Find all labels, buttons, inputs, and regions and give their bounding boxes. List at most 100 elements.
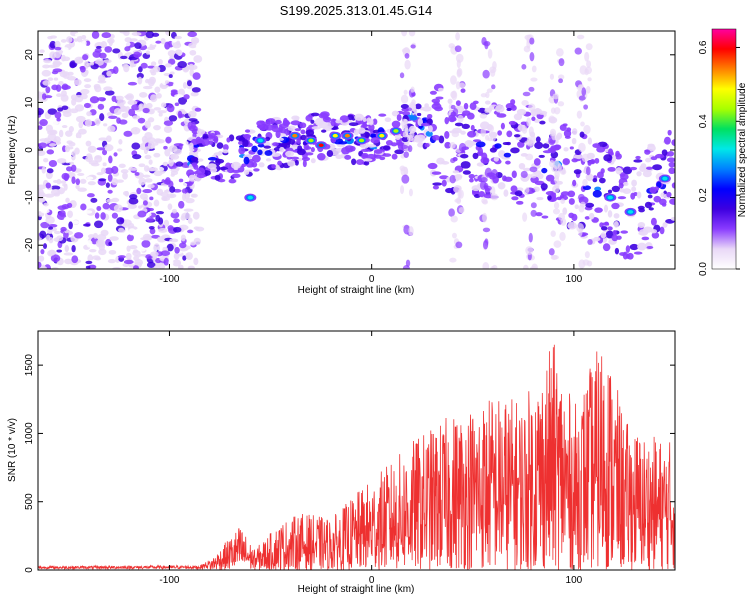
heatmap-cell (186, 80, 192, 87)
spectrogram-ylabel: Frequency (Hz) (7, 116, 18, 185)
heatmap-cell (347, 114, 354, 121)
heatmap-cell (53, 230, 61, 235)
heatmap-cell (42, 243, 48, 249)
heatmap-cell (170, 89, 178, 93)
heatmap-cell (82, 210, 93, 214)
heatmap-cell (142, 85, 153, 90)
heatmap-cell (457, 189, 462, 199)
heatmap-cell (403, 151, 409, 158)
heatmap-cell (84, 119, 93, 127)
heatmap-cell (94, 118, 101, 125)
heatmap-cell (506, 107, 512, 112)
heatmap-cell (98, 178, 107, 182)
heatmap-cell (588, 212, 595, 220)
heatmap-cell (100, 212, 106, 220)
heatmap-cell (614, 247, 620, 255)
heatmap-cell (106, 198, 114, 203)
heatmap-cell (411, 137, 417, 143)
heatmap-cell (511, 170, 517, 179)
heatmap-cell (435, 96, 444, 100)
heatmap-cell (201, 138, 210, 146)
heatmap-cell (607, 148, 614, 156)
heatmap-cell (170, 211, 180, 219)
heatmap-cell (373, 149, 383, 154)
heatmap-cell (478, 190, 485, 198)
heatmap-cell (119, 106, 128, 113)
heatmap-cell (584, 251, 590, 259)
heatmap-cell (472, 100, 479, 105)
heatmap-cell (363, 160, 370, 166)
heatmap-cell (75, 115, 86, 123)
heatmap-cell (169, 186, 176, 193)
heatmap-cell (140, 62, 148, 69)
heatmap-cell (547, 195, 552, 201)
heatmap-cell (335, 154, 343, 160)
heatmap-cell (58, 81, 64, 86)
heatmap-cell (505, 160, 511, 165)
heatmap-cell (552, 208, 561, 215)
heatmap-cell (131, 31, 142, 36)
heatmap-cell (258, 162, 265, 168)
heatmap-cell (104, 144, 114, 152)
heatmap-cell (137, 247, 146, 252)
heatmap-hotspot (393, 129, 399, 133)
heatmap-cell (666, 157, 675, 163)
heatmap-cell (582, 178, 588, 187)
heatmap-cell (178, 264, 184, 269)
heatmap-cell (150, 61, 157, 67)
heatmap-cell (164, 63, 172, 68)
heatmap-cell (287, 160, 296, 167)
heatmap-cell (455, 53, 464, 63)
heatmap-cell (90, 162, 100, 167)
heatmap-cell (400, 94, 409, 104)
heatmap-cell (106, 112, 113, 117)
heatmap-cell (113, 204, 123, 213)
heatmap-cell (563, 147, 569, 152)
heatmap-cell (574, 47, 582, 55)
heatmap-cell (662, 222, 668, 228)
heatmap-cell (185, 100, 194, 109)
heatmap-cell (158, 217, 164, 225)
heatmap-cell (64, 244, 69, 253)
heatmap-cell (458, 142, 467, 153)
heatmap-hotspot (332, 133, 338, 138)
heatmap-cell (181, 77, 187, 83)
heatmap-cell (157, 236, 167, 243)
heatmap-cell (128, 228, 136, 236)
heatmap-cell (645, 157, 652, 163)
heatmap-cell (141, 239, 151, 248)
heatmap-cell (404, 59, 411, 70)
heatmap-cell (136, 187, 142, 195)
heatmap-cell (631, 179, 637, 187)
heatmap-cell (190, 91, 199, 97)
heatmap-cell (607, 189, 613, 194)
heatmap-cell (144, 178, 153, 183)
heatmap-cell (163, 120, 174, 126)
heatmap-cell (450, 104, 456, 110)
heatmap-cell (530, 77, 538, 82)
heatmap-cell (448, 43, 455, 49)
heatmap-cell (424, 142, 430, 148)
heatmap-cell (482, 227, 491, 233)
heatmap-cell (170, 168, 179, 173)
heatmap-cell (613, 221, 619, 228)
heatmap-cell (210, 167, 218, 173)
heatmap-cell (108, 241, 113, 246)
heatmap-cell (153, 170, 163, 177)
heatmap-cell (429, 90, 437, 95)
heatmap-cell (86, 176, 94, 180)
heatmap-cell (290, 120, 301, 126)
heatmap-cell (132, 154, 142, 160)
heatmap-cell (129, 60, 135, 68)
heatmap-cell (545, 174, 555, 182)
heatmap-cell (573, 154, 583, 159)
heatmap-cell (275, 119, 282, 125)
heatmap-cell (647, 144, 656, 152)
heatmap-cell (396, 114, 402, 121)
heatmap-cell (86, 240, 93, 248)
heatmap-cell (196, 167, 206, 176)
heatmap-cell (113, 242, 124, 246)
spectrogram-xlabel: Height of straight line (km) (298, 285, 415, 296)
heatmap-cell (111, 165, 119, 174)
heatmap-cell (541, 215, 549, 219)
